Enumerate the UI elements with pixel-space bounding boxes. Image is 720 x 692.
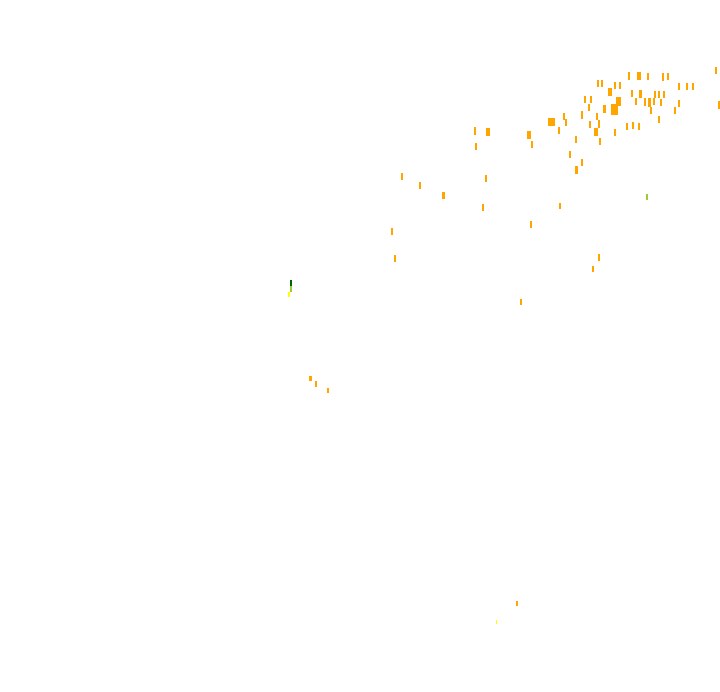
map-marker-high <box>598 120 600 128</box>
map-marker-high <box>674 107 676 114</box>
map-marker-high <box>598 254 600 261</box>
map-marker-high <box>590 96 592 103</box>
map-marker-high <box>474 127 476 135</box>
map-marker-high <box>638 123 640 130</box>
map-marker-high <box>559 203 561 209</box>
map-marker-low <box>288 292 290 297</box>
map-marker-high <box>401 173 403 180</box>
map-marker-high <box>631 90 633 97</box>
map-marker-high <box>611 104 618 115</box>
map-marker-high <box>520 299 522 305</box>
map-marker-medium <box>646 194 648 200</box>
map-marker-high <box>558 127 560 134</box>
map-marker-high <box>581 159 583 166</box>
map-marker-high <box>678 100 680 107</box>
map-marker-high <box>667 73 669 80</box>
map-marker-high <box>315 381 317 387</box>
map-marker-high <box>588 104 590 111</box>
map-marker-high <box>486 128 490 136</box>
map-marker-high <box>658 91 660 98</box>
map-marker-high <box>563 113 565 120</box>
map-marker-high <box>653 98 655 105</box>
map-marker-high <box>718 101 720 109</box>
map-marker-high <box>662 73 664 81</box>
map-marker-low <box>496 620 497 624</box>
map-marker-high <box>592 266 594 272</box>
map-marker-high <box>628 72 630 80</box>
map-marker-high <box>658 116 660 123</box>
map-marker-high <box>650 107 652 114</box>
map-marker-high <box>616 97 621 106</box>
map-marker-high <box>608 88 612 96</box>
map-marker-high <box>597 80 599 87</box>
map-marker-high <box>678 83 680 90</box>
map-marker-high <box>575 136 577 143</box>
map-marker-high <box>639 90 642 98</box>
map-marker-high <box>599 138 601 145</box>
map-marker-high <box>686 83 688 90</box>
map-marker-high <box>482 204 484 211</box>
map-marker-high <box>327 388 329 393</box>
map-marker-high <box>527 131 531 139</box>
map-marker-high <box>530 221 532 228</box>
map-marker-high <box>603 105 606 113</box>
map-marker-high <box>531 141 533 148</box>
map-marker-high <box>644 98 646 106</box>
map-marker-high <box>619 82 621 89</box>
map-marker-high <box>637 72 641 80</box>
map-marker-high <box>548 118 555 126</box>
map-marker-high <box>565 119 567 126</box>
map-marker-high <box>660 99 662 106</box>
map-marker-high <box>632 122 634 129</box>
map-marker-high <box>442 192 445 199</box>
map-marker-high <box>516 601 518 606</box>
map-marker-high <box>581 111 583 119</box>
map-marker-dense <box>290 280 292 286</box>
map-marker-high <box>475 143 477 150</box>
map-marker-high <box>614 129 616 136</box>
map-marker-high <box>647 73 649 80</box>
map-marker-high <box>626 123 628 130</box>
map-marker-high <box>594 128 598 136</box>
map-marker-high <box>391 228 393 235</box>
map-marker-high <box>419 182 421 189</box>
map-marker-high <box>309 376 312 381</box>
map-marker-high <box>648 98 651 107</box>
map-marker-high <box>485 175 487 182</box>
map-marker-high <box>569 151 571 158</box>
map-marker-high <box>584 96 586 103</box>
map-marker-high <box>715 67 717 74</box>
map-marker-high <box>692 83 694 90</box>
map-marker-high <box>601 80 603 87</box>
map-marker-medium <box>290 286 292 292</box>
map-marker-high <box>635 98 637 105</box>
map-marker-high <box>654 91 656 98</box>
map-marker-high <box>394 255 396 262</box>
map-marker-high <box>575 166 578 174</box>
map-marker-high <box>663 91 665 98</box>
map-marker-high <box>614 82 616 89</box>
map-marker-high <box>596 113 598 120</box>
map-marker-high <box>589 121 591 128</box>
